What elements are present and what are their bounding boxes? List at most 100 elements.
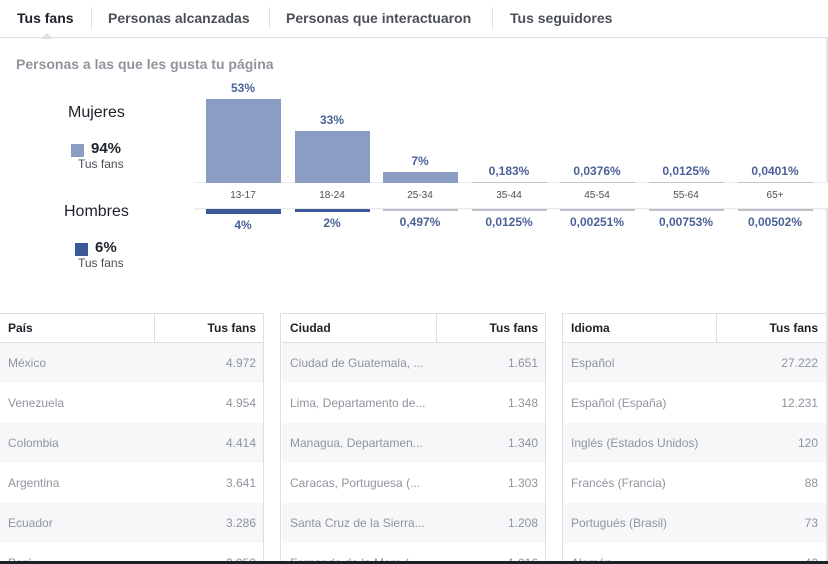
tab-tus-fans[interactable]: Tus fans bbox=[17, 0, 74, 39]
women-subtitle: Tus fans bbox=[78, 157, 124, 171]
table-row: Managua, Departamen... 1.340 bbox=[282, 423, 546, 463]
city-table: Ciudad Tus fans Ciudad de Guatemala, ... 1.… bbox=[282, 313, 546, 564]
row-name: Español bbox=[571, 356, 615, 370]
row-name: Lima, Departamento de... bbox=[290, 396, 426, 410]
row-value: 3.641 bbox=[225, 476, 256, 490]
age-tick-label: 45-54 bbox=[584, 190, 610, 201]
table-row: Colombia 4.414 bbox=[0, 423, 264, 463]
table-row: Español (España) 12.231 bbox=[563, 383, 826, 423]
row-name: Venezuela bbox=[8, 396, 65, 410]
table-row: Francés (Francia) 88 bbox=[563, 463, 826, 503]
men-bar-25-34[interactable] bbox=[382, 209, 458, 211]
column-header-name[interactable]: País bbox=[8, 321, 33, 335]
column-header-fans[interactable]: Tus fans bbox=[489, 321, 538, 335]
women-bar-18-24[interactable] bbox=[294, 130, 370, 183]
women-value-label: 53% bbox=[230, 81, 256, 95]
table-row: Portugués (Brasil) 73 bbox=[563, 503, 826, 543]
men-bar-18-24[interactable] bbox=[294, 209, 370, 212]
scrollbar-track[interactable] bbox=[826, 38, 828, 564]
age-axis-band bbox=[194, 182, 828, 209]
row-value: 12.231 bbox=[781, 396, 818, 410]
men-bar-35-44[interactable] bbox=[471, 209, 547, 211]
table-row: Perú 2.959 bbox=[0, 543, 264, 564]
men-swatch bbox=[75, 243, 88, 256]
men-value-label: 0,00502% bbox=[747, 215, 803, 229]
women-value-label: 33% bbox=[319, 112, 345, 127]
row-value: 73 bbox=[804, 516, 818, 530]
row-name: Colombia bbox=[8, 436, 59, 450]
men-value-label: 4% bbox=[234, 218, 252, 232]
language-table: Idioma Tus fans Español 27.222 Español (Espa… bbox=[563, 313, 826, 564]
section-title: Personas a las que les gusta tu página bbox=[16, 56, 274, 72]
row-name: Español (España) bbox=[571, 396, 667, 410]
men-label: Hombres bbox=[64, 203, 129, 220]
men-value-label: 0,00251% bbox=[569, 215, 625, 229]
table-row: Ecuador 3.286 bbox=[0, 503, 264, 543]
men-bar-65+[interactable] bbox=[737, 209, 813, 211]
table-row: Alemán 42 bbox=[563, 543, 826, 564]
women-value-label: 0,183% bbox=[488, 164, 530, 178]
country-table: País Tus fans México 4.972 Venezuela 4.954 Col… bbox=[0, 313, 264, 564]
row-value: 4.972 bbox=[225, 356, 256, 370]
column-divider bbox=[436, 314, 437, 343]
row-name: Managua, Departamen... bbox=[290, 436, 423, 450]
tab-divider bbox=[91, 7, 92, 29]
women-value-label: 0,0376% bbox=[573, 164, 621, 178]
table-row: Español 27.222 bbox=[563, 343, 826, 383]
row-name: Argentina bbox=[8, 476, 60, 490]
men-value-label: 0,0125% bbox=[485, 215, 533, 229]
men-bar-13-17[interactable] bbox=[205, 209, 281, 214]
row-value: 27.222 bbox=[781, 356, 818, 370]
age-tick-label: 18-24 bbox=[319, 190, 345, 201]
row-name: Ecuador bbox=[8, 516, 53, 530]
table-row: Fernando de la Mora (... 1.016 bbox=[282, 543, 546, 564]
row-name: Francés (Francia) bbox=[571, 476, 666, 490]
table-row: México 4.972 bbox=[0, 343, 264, 383]
age-tick-label: 25-34 bbox=[407, 190, 433, 201]
column-header-fans[interactable]: Tus fans bbox=[207, 321, 256, 335]
tab-tus-seguidores[interactable]: Tus seguidores bbox=[510, 10, 613, 26]
age-tick-label: 13-17 bbox=[230, 190, 256, 201]
column-header-fans[interactable]: Tus fans bbox=[769, 321, 818, 335]
women-value-label: 0,0125% bbox=[662, 164, 710, 178]
women-bar-45-54[interactable] bbox=[559, 182, 635, 183]
tab-personas-que-interactuaron[interactable]: Personas que interactuaron bbox=[286, 10, 472, 26]
table-header: Idioma Tus fans bbox=[563, 313, 826, 343]
row-name: Inglés (Estados Unidos) bbox=[571, 436, 699, 450]
row-name: Ciudad de Guatemala, ... bbox=[290, 356, 424, 370]
table-row: Santa Cruz de la Sierra... 1.208 bbox=[282, 503, 546, 543]
tab-bar: Tus fans Personas alcanzadas Personas qu… bbox=[0, 0, 828, 39]
women-bar-35-44[interactable] bbox=[471, 182, 547, 183]
row-name: Portugués (Brasil) bbox=[571, 516, 668, 530]
row-value: 4.414 bbox=[225, 436, 256, 450]
table-row: Lima, Departamento de... 1.348 bbox=[282, 383, 546, 423]
age-tick-label: 35-44 bbox=[496, 190, 522, 201]
bottom-edge bbox=[0, 561, 828, 564]
men-subtitle: Tus fans bbox=[78, 256, 124, 270]
men-bar-45-54[interactable] bbox=[559, 209, 635, 211]
men-bar-55-64[interactable] bbox=[648, 209, 724, 211]
men-value-label: 0,00753% bbox=[658, 215, 714, 229]
men-value-label: 2% bbox=[323, 215, 341, 230]
column-header-name[interactable]: Ciudad bbox=[290, 321, 331, 335]
women-value-label: 7% bbox=[411, 153, 429, 168]
table-row: Caracas, Portuguesa (... 1.303 bbox=[282, 463, 546, 503]
row-value: 1.016 bbox=[507, 556, 538, 564]
women-bar-25-34[interactable] bbox=[382, 171, 458, 183]
table-header: Ciudad Tus fans bbox=[282, 313, 546, 343]
tab-personas-alcanzadas[interactable]: Personas alcanzadas bbox=[108, 10, 250, 26]
column-header-name[interactable]: Idioma bbox=[571, 321, 610, 335]
women-bar-13-17[interactable] bbox=[205, 99, 281, 183]
column-divider bbox=[154, 314, 155, 343]
table-gap bbox=[545, 313, 563, 564]
row-value: 3.286 bbox=[225, 516, 256, 530]
row-name: Santa Cruz de la Sierra... bbox=[290, 516, 425, 530]
women-bar-55-64[interactable] bbox=[648, 182, 724, 183]
age-tick-label: 55-64 bbox=[673, 190, 699, 201]
row-value: 42 bbox=[804, 556, 818, 564]
table-row: Ciudad de Guatemala, ... 1.651 bbox=[282, 343, 546, 383]
women-bar-65+[interactable] bbox=[737, 182, 813, 183]
row-name: México bbox=[8, 356, 47, 370]
row-value: 1.303 bbox=[507, 476, 538, 490]
row-value: 4.954 bbox=[225, 396, 256, 410]
